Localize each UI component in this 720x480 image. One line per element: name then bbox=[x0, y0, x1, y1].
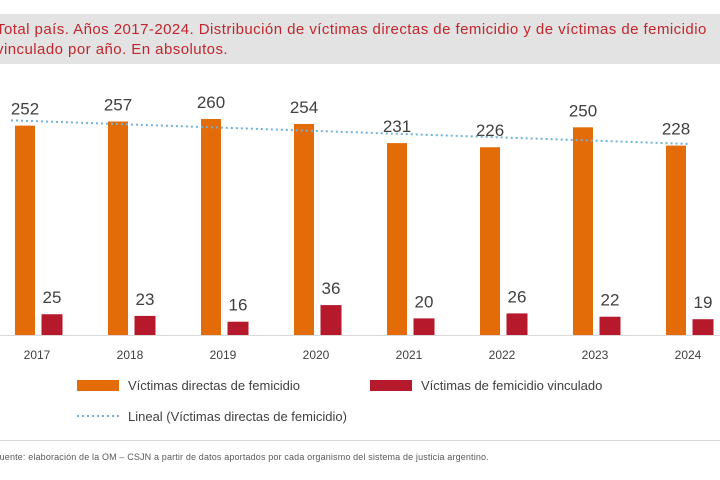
divider bbox=[0, 440, 720, 441]
data-label-linked-2021: 20 bbox=[415, 292, 434, 311]
bar-linked-2017 bbox=[41, 314, 63, 335]
bar-direct-2020 bbox=[294, 123, 314, 335]
bar-direct-2023 bbox=[573, 127, 593, 335]
bar-direct-2017 bbox=[15, 125, 35, 336]
legend-label-direct: Víctimas directas de femicidio bbox=[128, 378, 300, 393]
data-label-direct-2017: 252 bbox=[11, 100, 39, 119]
x-tick-label-2024: 2024 bbox=[675, 348, 702, 362]
bar-direct-2019 bbox=[201, 119, 221, 335]
x-tick-label-2018: 2018 bbox=[117, 348, 144, 362]
bar-linked-2020 bbox=[320, 305, 342, 335]
data-label-direct-2023: 250 bbox=[569, 101, 597, 120]
bar-direct-2018 bbox=[108, 121, 128, 335]
bar-linked-2022 bbox=[506, 313, 528, 335]
data-label-linked-2017: 25 bbox=[43, 288, 62, 307]
data-label-direct-2018: 257 bbox=[104, 95, 132, 114]
data-label-linked-2024: 19 bbox=[694, 293, 713, 312]
x-tick-label-2019: 2019 bbox=[210, 348, 237, 362]
data-label-direct-2019: 260 bbox=[197, 93, 225, 112]
bar-linked-2021 bbox=[413, 318, 435, 335]
data-label-direct-2022: 226 bbox=[476, 121, 504, 140]
x-tick-label-2017: 2017 bbox=[24, 348, 51, 362]
source-note: Fuente: elaboración de la OM – CSJN a pa… bbox=[0, 452, 489, 462]
data-label-linked-2022: 26 bbox=[508, 287, 527, 306]
bar-linked-2024 bbox=[692, 319, 714, 335]
legend-label-linked: Víctimas de femicidio vinculado bbox=[421, 378, 602, 393]
legend-label-trend: Lineal (Víctimas directas de femicidio) bbox=[128, 409, 347, 424]
bar-direct-2021 bbox=[387, 143, 407, 335]
data-label-linked-2023: 22 bbox=[601, 291, 620, 310]
x-tick-label-2023: 2023 bbox=[582, 348, 609, 362]
legend-swatch-direct bbox=[77, 380, 119, 391]
data-label-direct-2021: 231 bbox=[383, 117, 411, 136]
bar-direct-2022 bbox=[480, 147, 500, 335]
trendline-direct bbox=[10, 119, 691, 145]
data-label-direct-2024: 228 bbox=[662, 120, 690, 139]
data-label-linked-2019: 16 bbox=[229, 296, 248, 315]
bar-direct-2024 bbox=[666, 145, 686, 335]
legend-swatch-linked bbox=[370, 380, 412, 391]
data-label-linked-2018: 23 bbox=[136, 290, 155, 309]
chart-title: Total país. Años 2017-2024. Distribución… bbox=[0, 21, 707, 58]
bar-linked-2023 bbox=[599, 316, 621, 335]
x-tick-label-2022: 2022 bbox=[489, 348, 516, 362]
x-tick-label-2021: 2021 bbox=[396, 348, 423, 362]
x-tick-label-2020: 2020 bbox=[303, 348, 330, 362]
bar-linked-2019 bbox=[227, 321, 249, 335]
chart-title-bar: Total país. Años 2017-2024. Distribución… bbox=[0, 14, 720, 64]
data-label-linked-2020: 36 bbox=[322, 279, 341, 298]
bar-linked-2018 bbox=[134, 315, 156, 335]
data-label-direct-2020: 254 bbox=[290, 98, 318, 117]
